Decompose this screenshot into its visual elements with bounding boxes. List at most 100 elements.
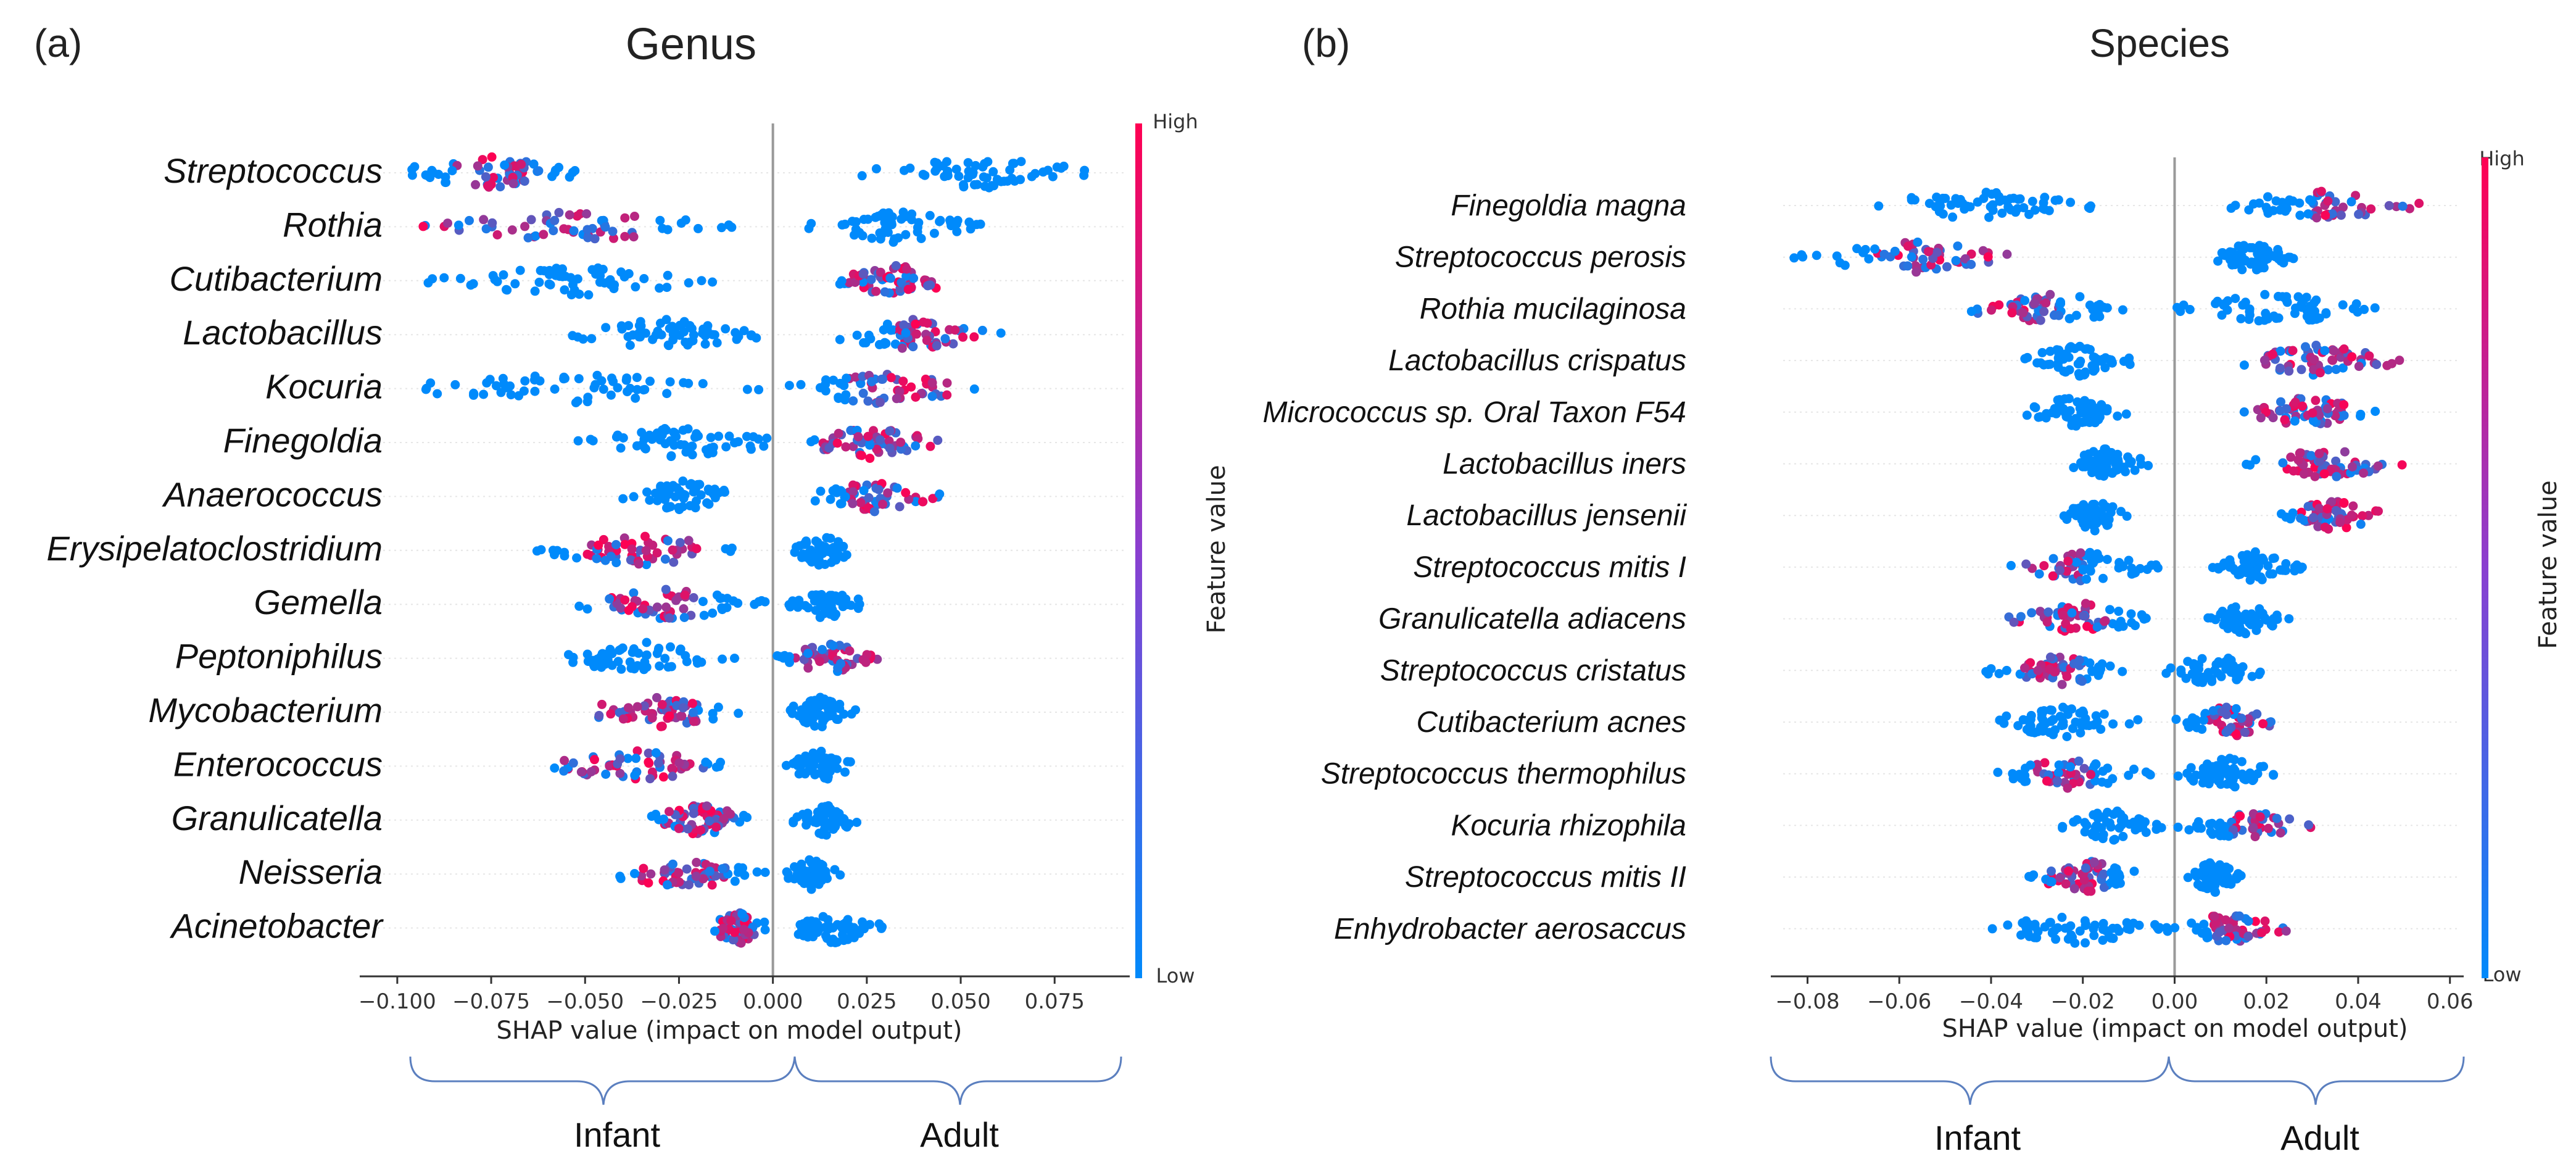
shap-point-infant: [2130, 465, 2140, 475]
shap-point-infant: [2002, 249, 2012, 259]
shap-point-infant: [660, 865, 669, 875]
shap-point-adult: [2230, 260, 2240, 270]
shap-point-infant: [2080, 369, 2090, 379]
shap-point-adult: [2259, 257, 2269, 267]
shap-point-infant: [558, 272, 568, 281]
shap-point-adult: [797, 876, 806, 886]
shap-point-infant: [732, 335, 742, 344]
shap-point-adult: [2219, 821, 2229, 831]
shap-point-infant: [2041, 298, 2051, 308]
shap-point-adult: [2243, 931, 2253, 941]
shap-point-infant: [702, 498, 712, 508]
shap-point-infant: [730, 654, 739, 663]
shap-point-adult: [948, 339, 958, 349]
shap-point-infant: [593, 263, 603, 273]
shap-point-adult: [911, 441, 921, 451]
shap-point-adult: [2290, 309, 2300, 318]
shap-point-infant: [2016, 612, 2026, 621]
panel-b-title: Species: [2089, 21, 2230, 65]
shap-point-infant: [2045, 359, 2055, 369]
shap-point-adult: [1016, 157, 1026, 167]
shap-point-adult: [2245, 460, 2255, 470]
shap-point-infant: [2007, 308, 2017, 318]
shap-point-infant: [620, 213, 630, 223]
shap-point-infant: [2055, 395, 2065, 405]
shap-point-infant: [661, 425, 671, 435]
shap-point-adult: [942, 390, 952, 400]
shap-point-infant: [498, 373, 508, 383]
shap-point-infant: [662, 283, 672, 293]
feature-label: Streptococcus cristatus: [1380, 654, 1686, 687]
shap-point-adult: [826, 937, 836, 947]
shap-point-infant: [703, 449, 713, 459]
x-tick-label: −0.075: [452, 989, 530, 1014]
shap-point-adult: [2278, 458, 2288, 468]
shap-point-adult: [2327, 497, 2337, 507]
shap-point-infant: [559, 224, 569, 234]
shap-point-adult: [2320, 522, 2330, 532]
shap-point-infant: [2114, 622, 2124, 632]
shap-point-adult: [951, 164, 961, 174]
shap-point-infant: [605, 594, 615, 604]
shap-point-adult: [2235, 811, 2245, 821]
shap-point-infant: [692, 857, 702, 867]
shap-point-infant: [523, 233, 533, 243]
shap-point-adult: [906, 382, 916, 392]
shap-point-adult: [842, 822, 852, 832]
shap-point-adult: [2184, 825, 2194, 835]
shap-point-infant: [2129, 764, 2139, 774]
shap-point-adult: [2290, 562, 2300, 572]
shap-point-adult: [2290, 416, 2300, 426]
shap-point-adult: [828, 486, 838, 496]
shap-point-infant: [691, 432, 701, 442]
shap-point-adult: [2241, 629, 2250, 639]
shap-point-infant: [679, 613, 689, 622]
shap-point-infant: [1789, 253, 1799, 263]
shap-point-adult: [869, 507, 879, 517]
shap-point-adult: [845, 757, 855, 767]
shap-point-infant: [487, 152, 497, 162]
shap-point-adult: [2256, 762, 2266, 771]
shap-point-infant: [2134, 920, 2144, 930]
shap-point-infant: [2026, 710, 2036, 720]
shap-point-adult: [2209, 886, 2219, 896]
shap-point-adult: [2191, 675, 2201, 685]
shap-point-adult: [2214, 870, 2224, 880]
shap-point-infant: [471, 180, 481, 189]
shap-point-adult: [828, 641, 838, 650]
shap-point-infant: [2111, 459, 2121, 469]
shap-point-adult: [810, 817, 819, 827]
panel-b-adult-label: Adult: [2280, 1118, 2359, 1157]
shap-point-infant: [2108, 774, 2118, 784]
shap-point-infant: [2118, 831, 2128, 841]
shap-point-adult: [2366, 204, 2376, 214]
shap-point-adult: [2339, 400, 2349, 410]
shap-point-infant: [482, 378, 492, 388]
shap-point-infant: [678, 703, 688, 713]
shap-point-infant: [601, 323, 611, 333]
shap-point-infant: [698, 597, 708, 607]
shap-point-infant: [2066, 624, 2076, 634]
shap-point-infant: [616, 443, 626, 453]
shap-point-infant: [754, 384, 764, 394]
shap-point-infant: [565, 210, 574, 220]
feature-label: Micrococcus sp. Oral Taxon F54: [1263, 396, 1686, 429]
shap-point-infant: [2102, 555, 2112, 564]
shap-point-infant: [615, 754, 625, 764]
shap-point-infant: [469, 390, 478, 400]
shap-point-adult: [821, 380, 830, 389]
shap-point-adult: [2255, 604, 2264, 613]
shap-point-infant: [582, 604, 592, 614]
shap-point-infant: [630, 770, 640, 780]
shap-point-adult: [2282, 292, 2292, 302]
shap-point-infant: [531, 231, 540, 241]
shap-point-adult: [883, 488, 893, 498]
shap-point-infant: [586, 767, 596, 776]
feature-label: Cutibacterium acnes: [1416, 706, 1686, 739]
shap-point-adult: [811, 917, 821, 927]
shap-point-adult: [895, 502, 905, 512]
shap-point-adult: [848, 487, 858, 497]
shap-point-infant: [699, 610, 709, 620]
shap-point-adult: [821, 867, 830, 876]
shap-point-infant: [2067, 704, 2076, 714]
